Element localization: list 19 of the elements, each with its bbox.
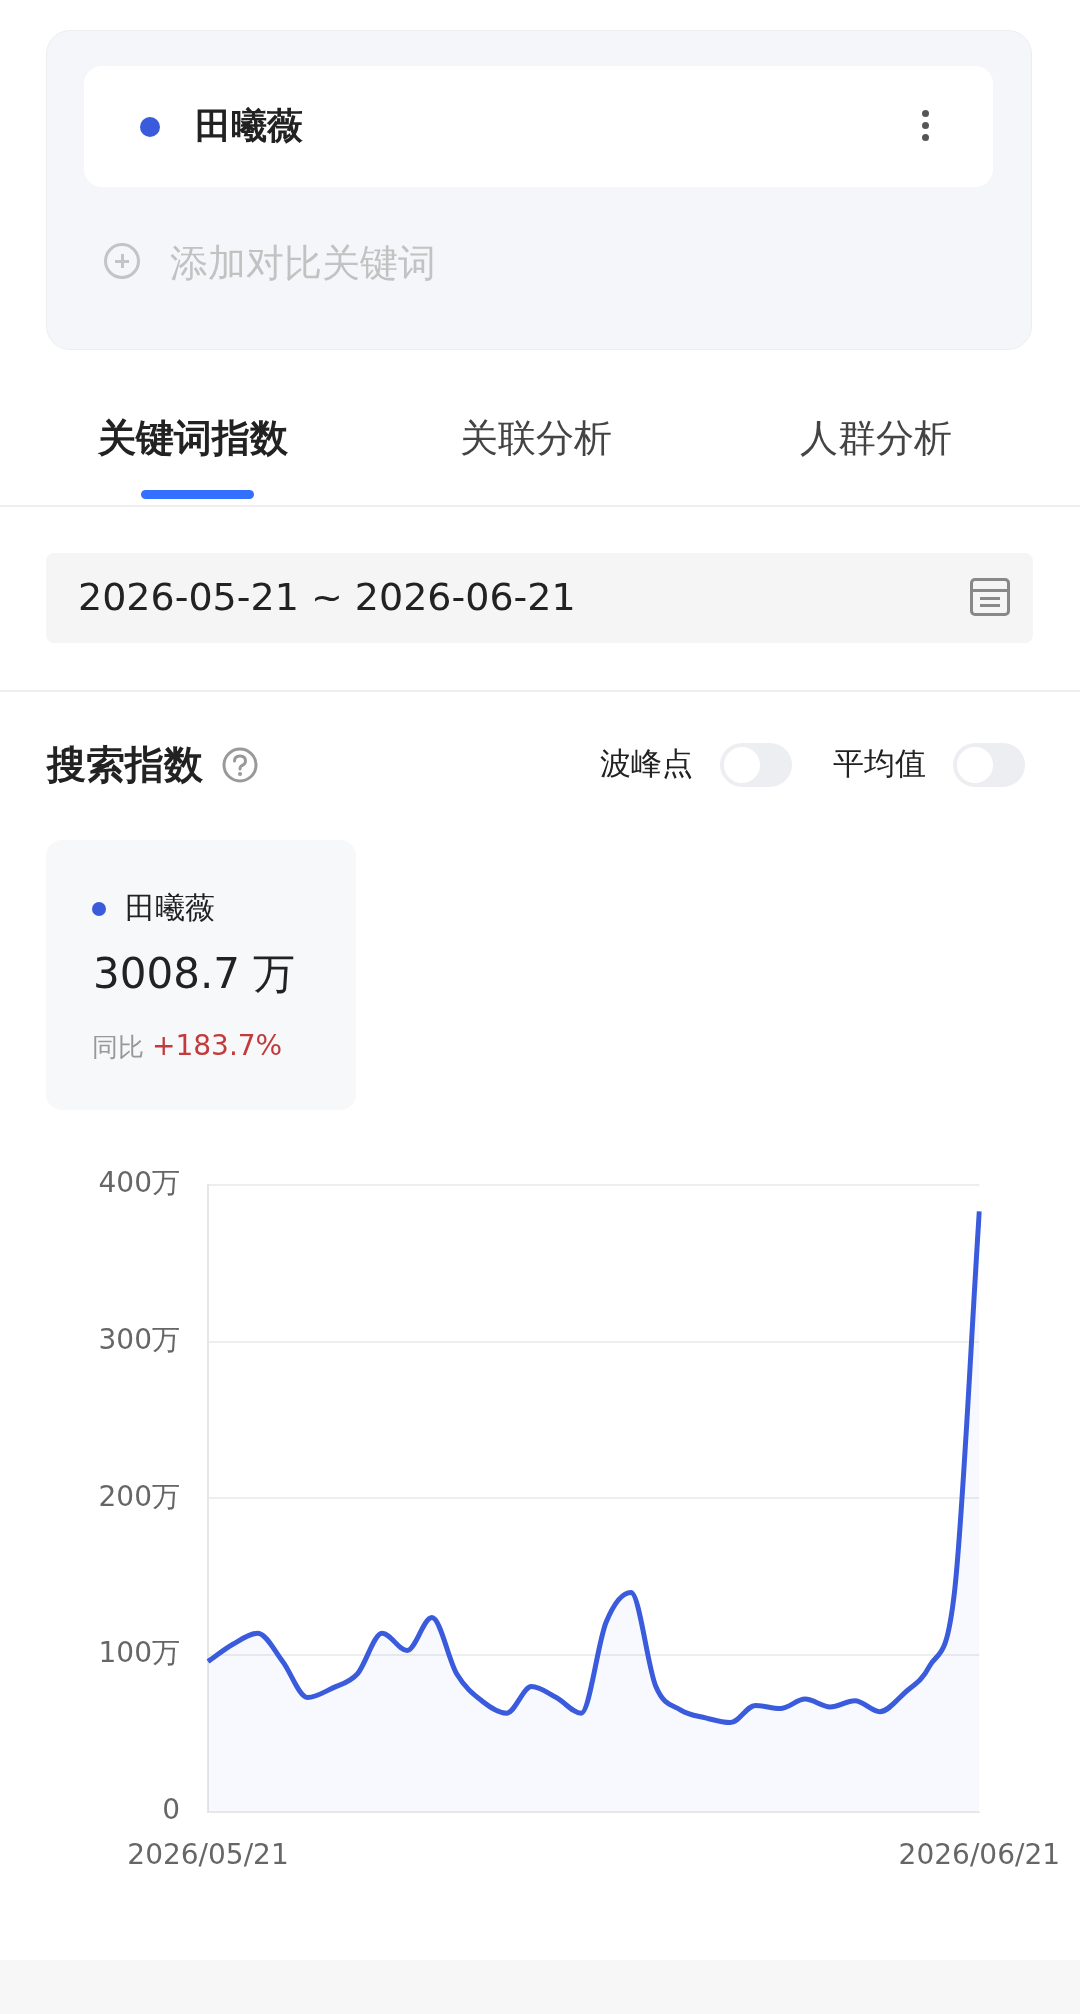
x-tick-label: 2026/05/21 xyxy=(127,1838,289,1872)
text: 关联分析 xyxy=(460,416,612,460)
y-tick-label: 0 xyxy=(162,1793,180,1827)
text: 田曦薇 xyxy=(195,105,303,146)
text: 波峰点 xyxy=(600,745,693,781)
text: 平均值 xyxy=(833,745,926,781)
x-tick-label: 2026/06/21 xyxy=(898,1838,1060,1872)
y-tick-label: 400万 xyxy=(98,1166,180,1200)
text: 3008.7 万 xyxy=(93,949,296,998)
y-tick-label: 200万 xyxy=(98,1479,180,1513)
text: 同比 xyxy=(92,1032,144,1062)
text: 2026-05-21 ~ 2026-06-21 xyxy=(78,575,576,619)
text: +183.7% xyxy=(152,1029,283,1062)
text: 人群分析 xyxy=(800,416,952,460)
legend-label: 田曦薇 xyxy=(125,890,215,925)
chart-title: 搜索指数 xyxy=(47,742,203,787)
text: 关键词指数 xyxy=(98,416,288,460)
y-tick-label: 100万 xyxy=(98,1636,180,1670)
y-tick-label: 300万 xyxy=(98,1322,180,1356)
